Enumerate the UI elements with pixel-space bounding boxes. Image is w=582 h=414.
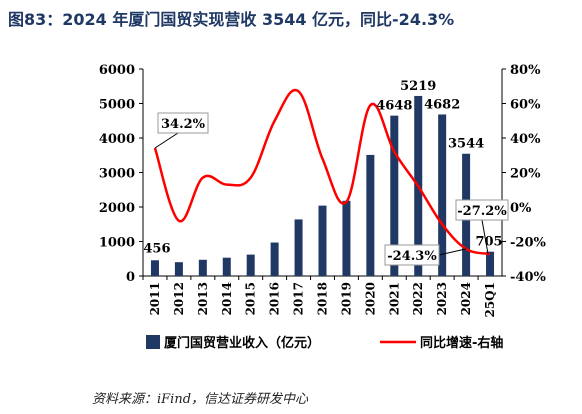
bar-value-label: 456 bbox=[143, 241, 170, 256]
left-tick-label: 6000 bbox=[99, 63, 135, 78]
legend: 厦门国贸营业收入（亿元） 同比增速-右轴 bbox=[146, 335, 503, 351]
revenue-bar bbox=[150, 260, 159, 276]
line-value-label: -24.3% bbox=[387, 249, 437, 264]
growth-line bbox=[153, 88, 491, 256]
revenue-bar bbox=[174, 262, 183, 276]
revenue-bar bbox=[270, 242, 279, 276]
right-tick-label: 40% bbox=[510, 132, 541, 147]
bar-value-label: 3544 bbox=[448, 137, 484, 152]
revenue-bar bbox=[366, 154, 375, 276]
revenue-bar bbox=[294, 219, 303, 276]
left-tick-label: 2000 bbox=[99, 201, 135, 216]
line-series bbox=[153, 88, 491, 256]
x-tick-label: 2022 bbox=[411, 282, 425, 315]
x-tick-label: 2016 bbox=[268, 282, 282, 315]
revenue-bar bbox=[438, 114, 447, 276]
bar-value-label: 5219 bbox=[400, 79, 436, 94]
left-tick-label: 4000 bbox=[99, 132, 135, 147]
line-value-label: 34.2% bbox=[161, 117, 206, 132]
right-tick-label: 20% bbox=[510, 167, 541, 182]
x-tick-label: 2011 bbox=[148, 282, 162, 315]
right-tick-label: 80% bbox=[510, 63, 541, 78]
revenue-bar bbox=[486, 251, 495, 276]
x-tick-label: 2013 bbox=[196, 282, 210, 315]
legend-line-label: 同比增速-右轴 bbox=[420, 335, 503, 351]
right-tick-label: 60% bbox=[510, 98, 541, 113]
x-tick-label: 2019 bbox=[339, 282, 353, 315]
right-tick-label: -20% bbox=[510, 236, 546, 251]
revenue-bar bbox=[246, 254, 255, 276]
bar-value-label: 705 bbox=[475, 235, 502, 250]
x-tick-label: 2024 bbox=[459, 282, 473, 315]
callout-box bbox=[455, 199, 509, 221]
left-tick-label: 3000 bbox=[99, 167, 135, 182]
revenue-bar bbox=[222, 257, 231, 276]
left-tick-label: 0 bbox=[126, 270, 135, 285]
revenue-bar bbox=[342, 200, 351, 276]
x-tick-label: 2012 bbox=[172, 282, 186, 315]
callout-leader bbox=[481, 219, 489, 255]
right-tick-label: -40% bbox=[510, 270, 546, 285]
callout-leader bbox=[438, 248, 467, 256]
x-tick-label: 25Q1 bbox=[483, 282, 497, 318]
callout-box bbox=[157, 112, 209, 134]
revenue-bar bbox=[198, 259, 207, 276]
data-labels: 4648 5219 4682 3544 456 705 34.2% -24.3% -27.2% bbox=[143, 79, 509, 266]
source-note: 资料来源：iFind，信达证券研发中心 bbox=[92, 392, 309, 407]
bar-value-label: 4648 bbox=[376, 99, 412, 114]
left-tick-label: 1000 bbox=[99, 236, 135, 251]
bar-value-label: 4682 bbox=[424, 97, 460, 112]
x-tick-label: 2023 bbox=[435, 282, 449, 315]
x-tick-label: 2021 bbox=[387, 282, 401, 315]
x-tick-label: 2017 bbox=[292, 282, 306, 315]
legend-bar-swatch bbox=[146, 335, 160, 349]
axes: 0 1000 2000 3000 4000 5000 6000 -40% -20% 0% 20% 40… bbox=[99, 63, 547, 318]
revenue-bar bbox=[390, 115, 399, 276]
right-tick-label: 0% bbox=[510, 201, 532, 216]
revenue-bar bbox=[318, 205, 327, 276]
left-tick-label: 5000 bbox=[99, 98, 135, 113]
chart-title: 图83：2024 年厦门国贸实现营收 3544 亿元，同比-24.3% bbox=[8, 10, 455, 29]
x-tick-label: 2014 bbox=[220, 282, 234, 315]
callout-leader bbox=[154, 132, 179, 149]
legend-bar-label: 厦门国贸营业收入（亿元） bbox=[164, 335, 320, 351]
callout-box bbox=[384, 244, 440, 266]
line-value-label: -27.2% bbox=[457, 204, 507, 219]
x-tick-label: 2020 bbox=[363, 282, 377, 315]
x-tick-label: 2018 bbox=[316, 282, 330, 315]
x-tick-label: 2015 bbox=[244, 282, 258, 315]
